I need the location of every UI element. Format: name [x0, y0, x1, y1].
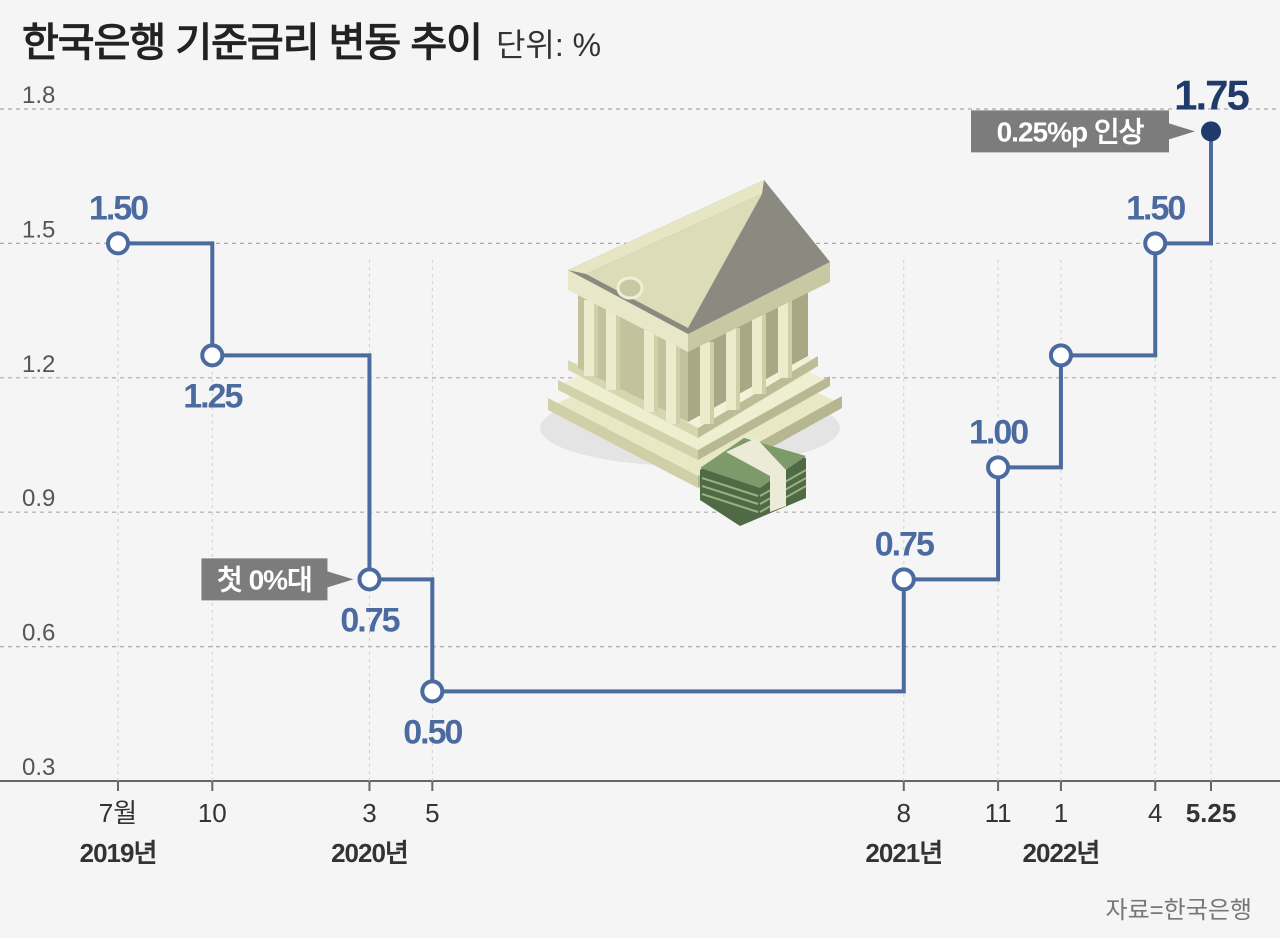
data-label: 0.50: [403, 713, 462, 751]
data-label: 1.50: [89, 189, 148, 227]
data-point-latest: [1201, 121, 1221, 142]
callout-text: 첫 0%대: [217, 564, 312, 595]
y-tick-label: 0.6: [22, 620, 55, 647]
y-tick-label: 1.5: [22, 216, 55, 243]
x-tick-label: 10: [198, 798, 227, 828]
data-label: 1.00: [969, 413, 1028, 451]
year-label: 2022년: [1023, 838, 1100, 868]
title-group: 한국은행 기준금리 변동 추이 단위: %: [22, 10, 601, 68]
callout-text: 0.25%p 인상: [997, 116, 1145, 147]
data-point: [1048, 343, 1073, 368]
data-point: [357, 567, 382, 592]
callout: 첫 0%대: [201, 558, 354, 601]
data-label: 1.25: [183, 377, 242, 415]
source-note: 자료=한국은행: [1105, 897, 1253, 924]
series-layer: [106, 121, 1221, 704]
data-point: [891, 567, 916, 592]
data-label: 1.75: [1174, 71, 1249, 118]
unit-label: 단위: %: [495, 27, 602, 63]
callout-box: [971, 110, 1195, 153]
data-point: [200, 343, 225, 368]
data-label: 0.75: [875, 525, 934, 563]
x-tick-label: 4: [1148, 798, 1162, 828]
x-tick-label: 5: [425, 798, 439, 828]
y-tick-label: 0.3: [22, 754, 55, 781]
data-point: [106, 231, 130, 256]
callout-box: [201, 558, 354, 601]
x-tick-label: 11: [985, 798, 1012, 828]
bank-illustration: [540, 180, 842, 526]
data-label: 0.75: [340, 601, 399, 639]
x-tick-label: 7월: [99, 798, 137, 828]
x-tick-label: 1: [1054, 798, 1068, 828]
y-tick-label: 1.2: [22, 351, 55, 378]
x-tick-label: 5.25: [1186, 798, 1237, 828]
data-point: [1143, 231, 1168, 256]
y-tick-label: 1.8: [22, 82, 55, 109]
data-point: [986, 455, 1011, 480]
data-label: 1.50: [1126, 189, 1185, 227]
year-label: 2020년: [331, 838, 408, 868]
callout: 0.25%p 인상: [971, 110, 1195, 153]
x-tick-label: 3: [362, 798, 376, 828]
label-layer: 1.50 1.25 0.75 0.50 0.75 1.00 1.50 1.75 첫 0%대 0.2…: [89, 71, 1252, 751]
x-tick-label: 8: [897, 798, 911, 828]
year-label: 2019년: [80, 838, 157, 868]
data-point: [420, 679, 445, 704]
chart-title: 한국은행 기준금리 변동 추이: [22, 21, 483, 65]
y-tick-label: 0.9: [22, 485, 55, 512]
year-label: 2021년: [865, 838, 942, 868]
